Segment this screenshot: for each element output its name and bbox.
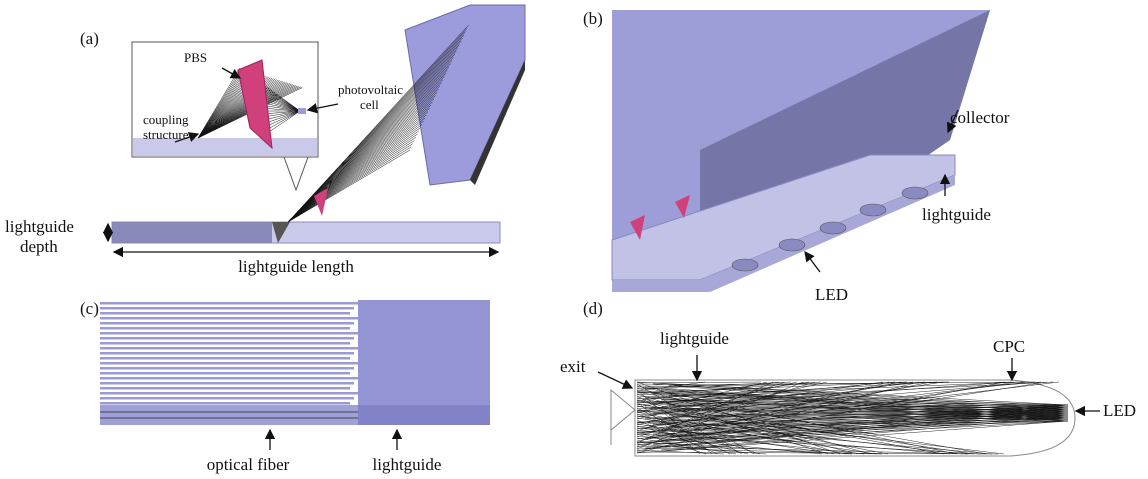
annotation: lightguide xyxy=(922,205,991,224)
fiber-bundle xyxy=(100,405,358,425)
annotation: lightguide length xyxy=(238,257,354,276)
lightguide-texture xyxy=(112,222,272,243)
panel-b: (b) collector lightguide LED xyxy=(583,9,1010,304)
photovoltaic-cell xyxy=(298,108,306,114)
fiber xyxy=(100,362,358,365)
fiber xyxy=(100,342,350,345)
panel-d: (d) exit lightguide CPC LED xyxy=(560,299,1136,456)
fiber xyxy=(100,312,350,315)
fiber xyxy=(100,402,350,405)
arrow xyxy=(598,372,632,388)
panel-label: (b) xyxy=(583,9,603,28)
panel-label: (d) xyxy=(583,299,603,318)
annotation: depth xyxy=(20,237,58,256)
annotation: collector xyxy=(950,108,1010,127)
fiber xyxy=(100,367,354,370)
fiber xyxy=(100,302,358,305)
fiber xyxy=(100,382,354,385)
annotation: LED xyxy=(1103,401,1136,420)
panel-a: (a) PBS photovoltaic cell coupling struc… xyxy=(5,5,525,276)
panel-c: (c) optical fiber lightguide xyxy=(80,299,490,474)
fiber xyxy=(100,317,358,320)
fiber xyxy=(100,357,350,360)
annotation: exit xyxy=(560,357,586,376)
figure: (a) PBS photovoltaic cell coupling struc… xyxy=(0,0,1148,479)
fiber xyxy=(100,372,350,375)
fiber xyxy=(100,332,358,335)
fiber xyxy=(100,327,350,330)
exit-shape xyxy=(611,390,635,445)
fiber xyxy=(100,397,354,400)
fiber xyxy=(100,392,358,395)
fiber xyxy=(100,352,354,355)
annotation: CPC xyxy=(993,337,1025,356)
inset-pointer xyxy=(284,157,308,190)
annotation: coupling xyxy=(143,112,189,127)
lightguide-face xyxy=(358,405,490,425)
fiber xyxy=(100,337,354,340)
fiber xyxy=(100,377,358,380)
annotation: lightguide xyxy=(373,455,442,474)
annotation: PBS xyxy=(184,50,207,65)
annotation: photovoltaic xyxy=(338,82,403,97)
fiber xyxy=(100,322,354,325)
fiber xyxy=(100,387,350,390)
annotation: structure xyxy=(143,127,189,142)
arrow xyxy=(805,252,820,272)
panel-label: (c) xyxy=(80,299,99,318)
annotation: cell xyxy=(360,97,379,112)
fiber xyxy=(100,307,354,310)
annotation: optical fiber xyxy=(207,455,290,474)
annotation: lightguide xyxy=(660,329,729,348)
fiber xyxy=(100,347,358,350)
annotation: LED xyxy=(815,285,848,304)
annotation: lightguide xyxy=(5,217,74,236)
panel-label: (a) xyxy=(80,29,99,48)
